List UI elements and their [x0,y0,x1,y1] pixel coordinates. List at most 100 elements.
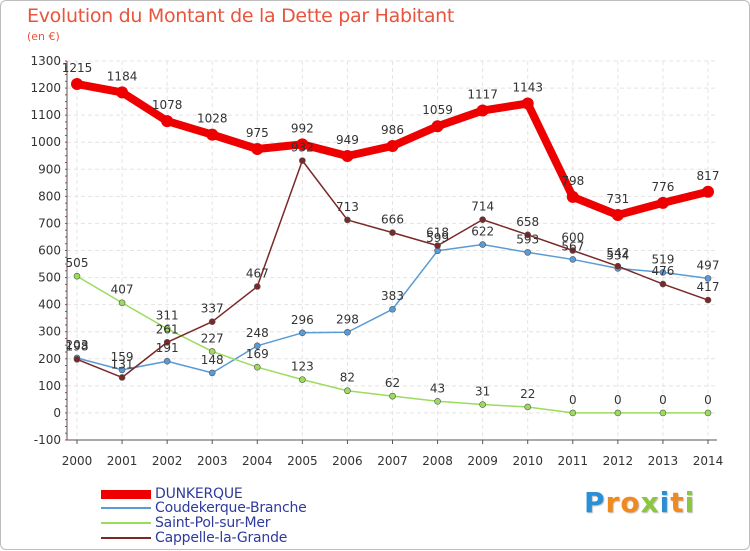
data-point-saint-pol-sur-mer [569,409,577,417]
data-label-cappelle-la-grande: 666 [381,213,404,227]
x-tick-label: 2010 [512,454,543,468]
data-point-cappelle-la-grande [659,280,667,288]
data-label-saint-pol-sur-mer: 43 [430,381,445,395]
data-label-cappelle-la-grande: 198 [66,339,89,353]
data-point-dunkerque [116,86,129,99]
data-label-dunkerque: 949 [336,133,359,147]
data-point-coudekerque-branche [299,329,306,337]
y-tick-label: 1300 [30,54,61,68]
data-label-coudekerque-branche: 622 [471,225,494,239]
data-point-cappelle-la-grande [614,262,622,270]
data-point-saint-pol-sur-mer [524,403,532,411]
y-tick-label: 100 [38,379,61,393]
logo-letter: t [670,486,685,519]
y-tick-label: 900 [38,162,61,176]
y-tick-label: 200 [38,352,61,366]
data-label-dunkerque: 1117 [467,88,498,102]
data-point-cappelle-la-grande [389,229,396,236]
data-point-coudekerque-branche [569,256,577,263]
grid-layer [67,60,717,441]
data-point-saint-pol-sur-mer [434,397,441,405]
data-point-dunkerque [251,142,264,155]
data-label-dunkerque: 992 [291,121,314,135]
data-label-coudekerque-branche: 519 [651,252,674,266]
x-tick-label: 2008 [422,454,453,468]
data-label-dunkerque: 776 [651,180,674,194]
data-label-coudekerque-branche: 383 [381,289,404,303]
data-label-cappelle-la-grande: 476 [651,264,674,278]
data-point-dunkerque [702,185,714,198]
data-point-coudekerque-branche [524,249,532,256]
data-point-dunkerque [476,104,489,117]
data-point-cappelle-la-grande [704,296,712,304]
data-label-cappelle-la-grande: 467 [246,267,269,281]
data-label-saint-pol-sur-mer: 123 [291,360,314,374]
data-point-saint-pol-sur-mer [479,401,486,408]
x-tick-label: 2013 [648,454,679,468]
data-label-dunkerque: 798 [561,174,584,188]
data-label-cappelle-la-grande: 542 [606,246,629,260]
data-label-dunkerque: 731 [606,192,629,206]
legend-label: DUNKERQUE [155,486,243,502]
y-tick-label: 300 [38,325,61,339]
data-point-cappelle-la-grande [434,242,441,249]
data-point-saint-pol-sur-mer [704,409,712,417]
data-label-coudekerque-branche: 599 [426,231,449,245]
x-tick-label: 2014 [693,454,724,468]
data-label-dunkerque: 1028 [197,112,228,126]
data-label-coudekerque-branche: 148 [201,353,224,367]
data-point-saint-pol-sur-mer [208,348,216,355]
data-label-saint-pol-sur-mer: 0 [704,393,712,407]
y-tick-label: 500 [38,271,61,285]
data-label-coudekerque-branche: 593 [516,232,539,246]
data-point-saint-pol-sur-mer [73,272,81,280]
data-point-cappelle-la-grande [118,374,126,381]
data-label-cappelle-la-grande: 131 [111,357,134,371]
data-point-coudekerque-branche [344,328,351,336]
data-label-cappelle-la-grande: 618 [426,226,449,240]
data-point-dunkerque [656,196,669,209]
y-tick-label: 1100 [30,108,61,122]
data-point-cappelle-la-grande [479,216,486,223]
legend-item: DUNKERQUE [101,486,243,502]
chart-title: Evolution du Montant de la Dette par Hab… [27,5,455,27]
data-label-coudekerque-branche: 159 [111,350,134,364]
data-point-dunkerque [386,140,399,153]
data-point-cappelle-la-grande [253,283,261,290]
data-point-coudekerque-branche [389,305,396,313]
data-point-coudekerque-branche [118,366,126,374]
data-point-cappelle-la-grande [524,231,532,239]
legend-label: Cappelle-la-Grande [155,530,288,546]
data-label-saint-pol-sur-mer: 407 [111,283,134,297]
legend-label: Coudekerque-Branche [155,500,307,516]
x-tick-label: 2002 [152,454,183,468]
proxiti-logo: Proxiti [584,486,695,519]
legend-item: Cappelle-la-Grande [101,530,288,546]
x-tick-label: 2011 [558,454,589,468]
data-label-cappelle-la-grande: 337 [201,302,224,316]
data-point-dunkerque [521,97,534,110]
data-point-saint-pol-sur-mer [118,299,126,307]
legend-swatch [101,489,151,499]
data-label-layer: 1215 1184 1078 1028 975 992 949 986 1059 1117 1143… [62,61,720,407]
data-label-coudekerque-branche: 497 [697,258,720,272]
legend-label: Saint-Pol-sur-Mer [155,515,271,531]
y-tick-label: 0 [53,406,61,420]
x-tick-label: 2009 [467,454,498,468]
data-label-saint-pol-sur-mer: 505 [66,256,89,270]
data-point-dunkerque [431,120,444,133]
data-point-coudekerque-branche [659,269,667,276]
data-point-saint-pol-sur-mer [299,376,306,383]
data-label-dunkerque: 817 [697,169,720,183]
x-tick-label: 2003 [197,454,228,468]
legend-item: Coudekerque-Branche [101,500,307,516]
data-label-dunkerque: 1184 [107,69,138,83]
logo-letter: i [684,486,696,519]
data-label-saint-pol-sur-mer: 169 [246,347,269,361]
legend-swatch [101,522,151,524]
chart-unit-label: (en €) [27,30,60,43]
data-point-dunkerque [71,78,83,91]
data-label-coudekerque-branche: 203 [66,338,89,352]
data-point-coudekerque-branche [704,275,712,282]
data-label-coudekerque-branche: 191 [156,341,179,355]
